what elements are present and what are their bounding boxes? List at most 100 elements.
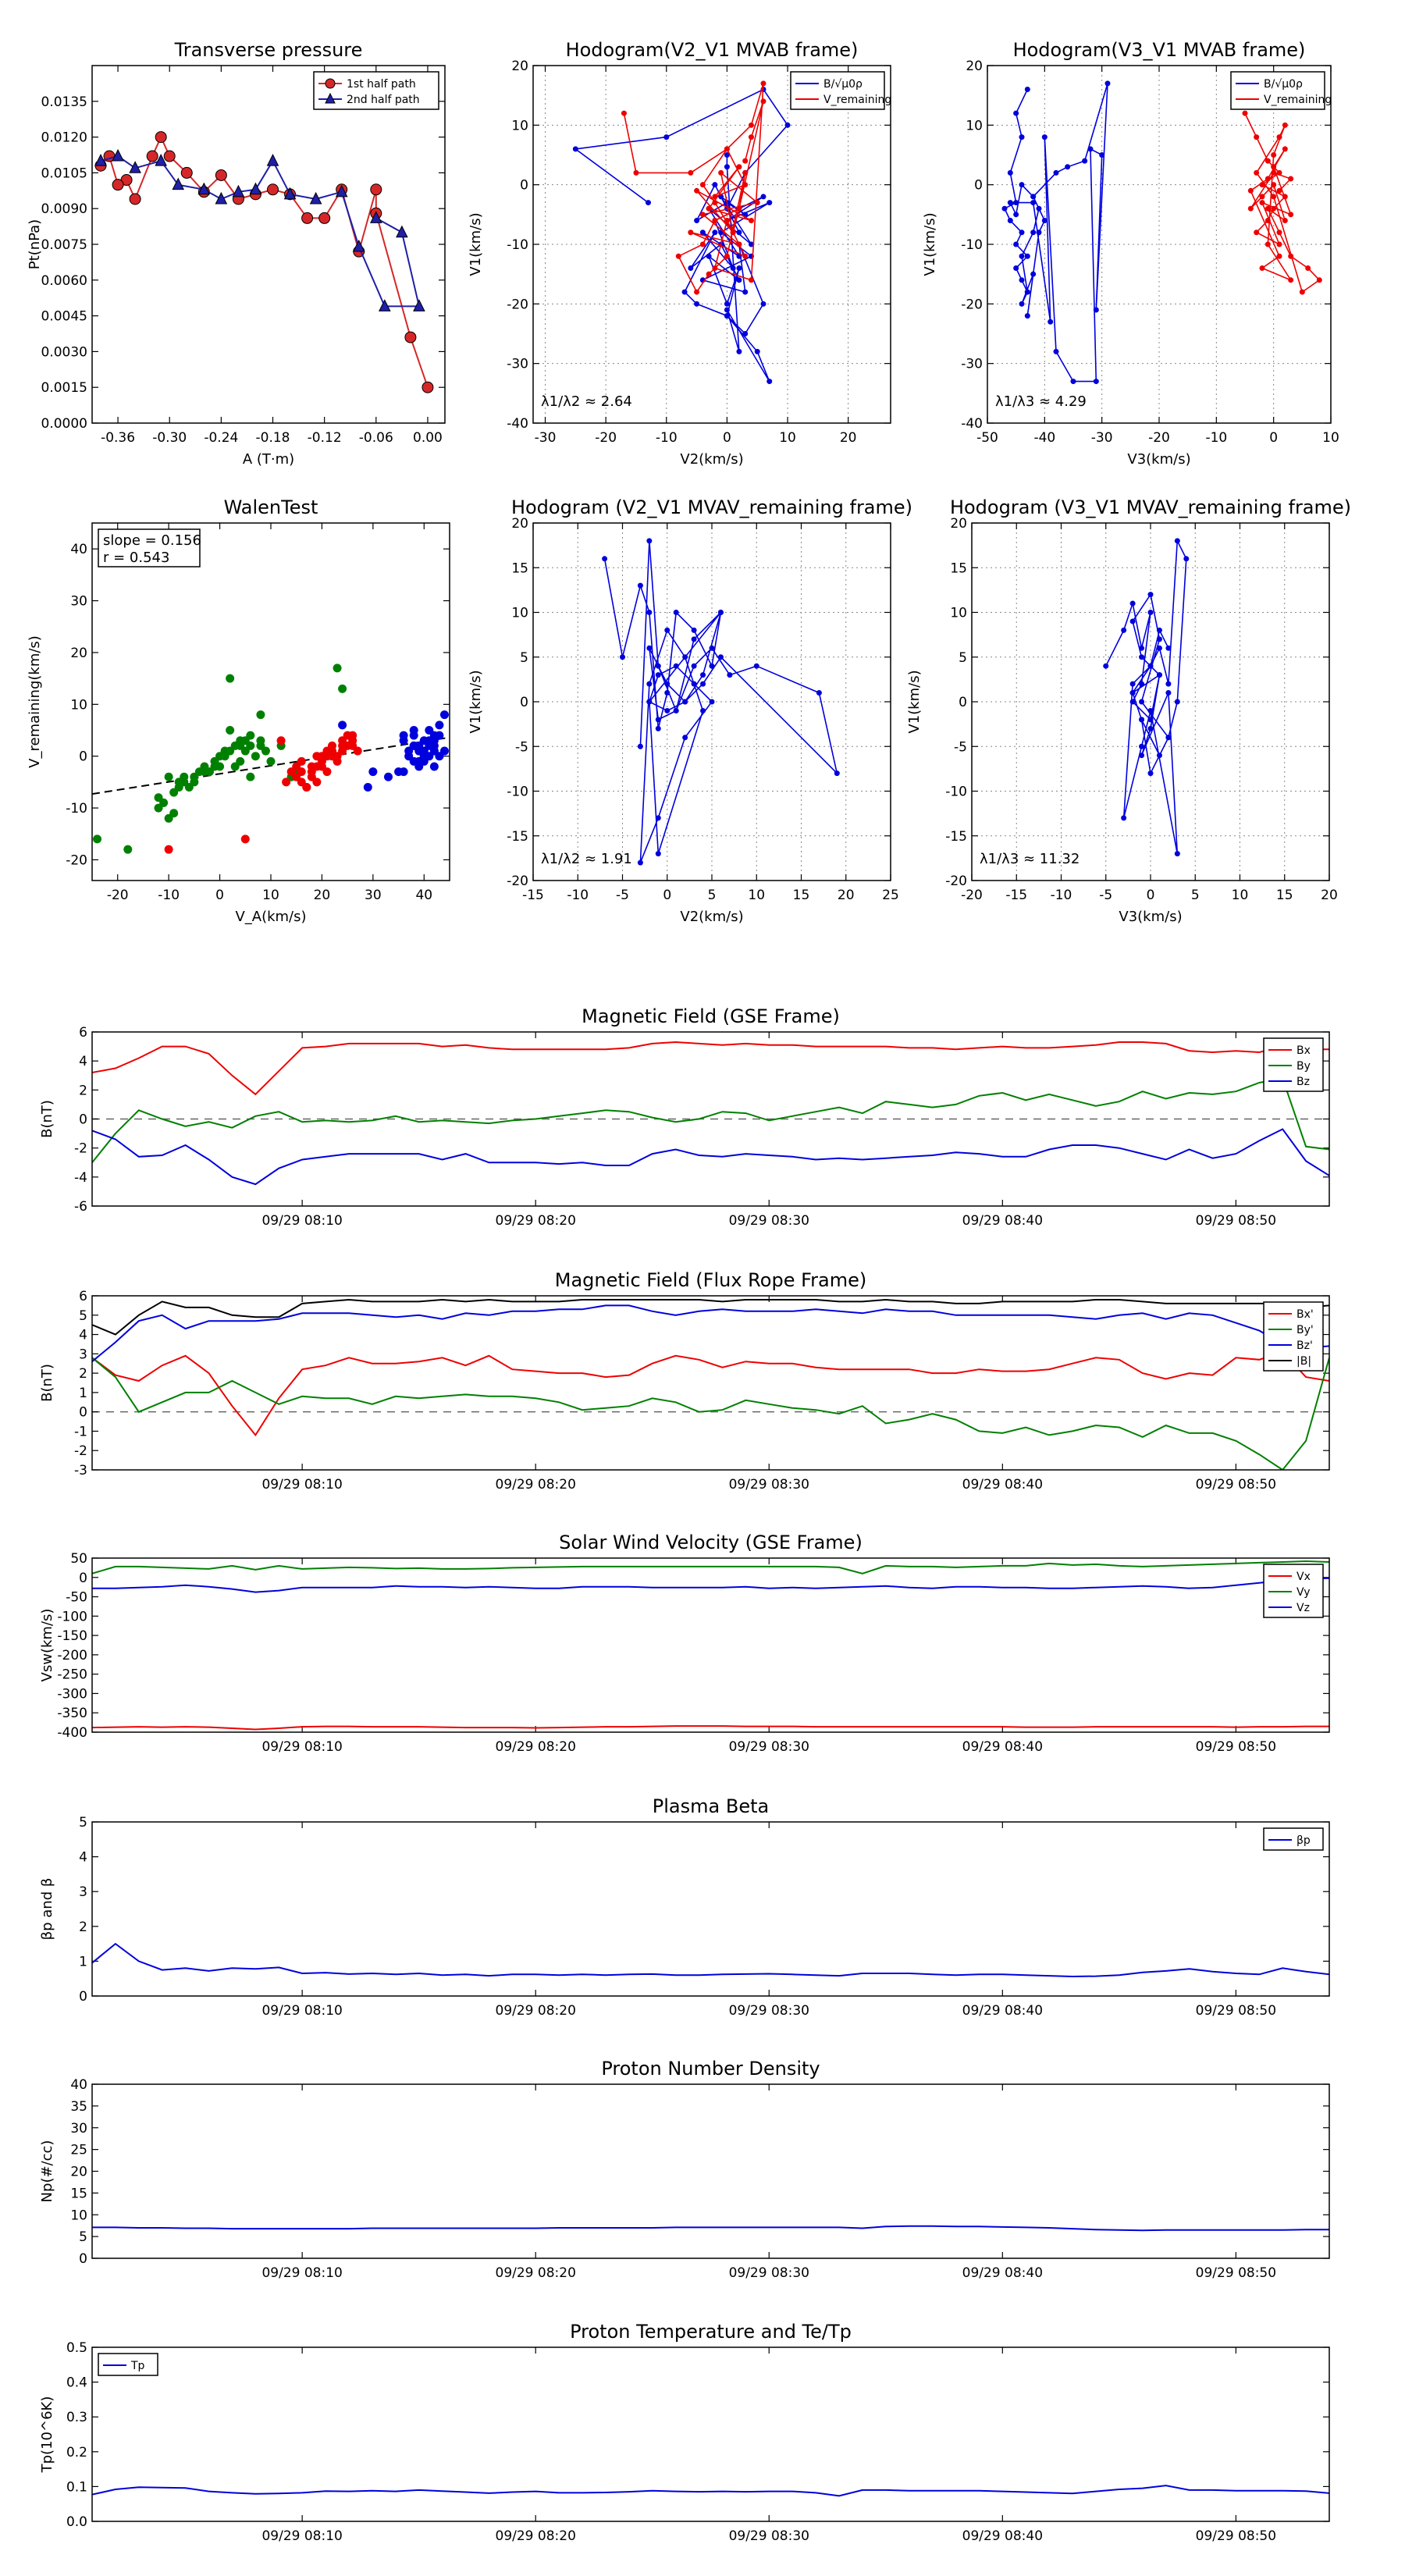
data-marker-triangle — [352, 239, 365, 252]
data-point — [1121, 627, 1127, 633]
y-tick-label: 0.1 — [66, 2479, 87, 2495]
series-line-Bz — [92, 1304, 1329, 1362]
data-point — [736, 164, 742, 170]
data-point — [1271, 205, 1277, 212]
data-point — [748, 134, 754, 141]
y-axis-label: B(nT) — [39, 1100, 55, 1138]
scatter-point — [297, 756, 306, 766]
x-tick-label: 15 — [793, 888, 810, 903]
x-tick-label: 09/29 08:20 — [496, 2265, 576, 2281]
y-tick-label: 0 — [974, 178, 983, 194]
data-point — [1288, 253, 1294, 259]
data-point — [1165, 690, 1172, 696]
x-tick-label: 10 — [1232, 888, 1249, 903]
scatter-point — [164, 845, 173, 854]
y-tick-label: 0 — [79, 1571, 87, 1586]
y-tick-label: 0 — [79, 1405, 87, 1421]
series-line-p — [92, 1942, 1329, 1978]
legend-label: Tp — [130, 2360, 145, 2372]
scatter-point — [409, 741, 418, 750]
y-tick-label: -20 — [507, 873, 528, 889]
scatter-point — [246, 772, 255, 781]
y-tick-label: 1 — [79, 1954, 87, 1969]
data-point — [717, 610, 724, 615]
x-tick-label: -0.24 — [204, 430, 238, 446]
data-point — [655, 815, 661, 821]
data-point — [834, 770, 840, 777]
data-marker-triangle — [379, 299, 391, 311]
data-point — [1013, 212, 1019, 218]
data-point — [1282, 146, 1288, 152]
data-point — [633, 169, 639, 176]
scatter-point — [220, 746, 229, 756]
data-point — [767, 200, 773, 206]
data-point — [1147, 707, 1154, 713]
x-tick-label: -20 — [595, 430, 617, 446]
y-tick-label: 10 — [950, 606, 967, 621]
scatter-point — [164, 772, 173, 781]
x-tick-label: -5 — [616, 888, 629, 903]
y-tick-label: 5 — [79, 2229, 87, 2245]
data-point — [1271, 169, 1277, 176]
x-tick-label: 09/29 08:30 — [729, 2528, 809, 2544]
legend-label: Vz — [1297, 1602, 1310, 1614]
chart-bgse: Magnetic Field (GSE Frame) 09/29 08:10 09/… — [39, 1005, 1330, 1229]
y-tick-label: 2 — [79, 1083, 87, 1098]
series-line-Vremaining — [623, 83, 764, 294]
chart-title: Magnetic Field (Flux Rope Frame) — [555, 1269, 866, 1291]
data-point — [1271, 194, 1277, 200]
data-point — [655, 851, 661, 857]
data-point — [742, 253, 749, 259]
scatter-point — [363, 783, 372, 792]
data-point — [816, 690, 822, 696]
data-point — [1048, 318, 1054, 325]
scatter-point — [266, 756, 276, 766]
plot-area — [92, 1942, 1329, 1978]
fit-line — [92, 736, 450, 795]
data-point — [742, 331, 749, 336]
y-tick-label: -15 — [507, 829, 528, 845]
data-point — [620, 654, 625, 660]
data-point — [1019, 134, 1025, 141]
data-point — [727, 672, 733, 678]
scatter-point — [226, 726, 235, 735]
data-point — [706, 205, 712, 212]
data-point — [1259, 194, 1265, 200]
y-tick-label: 0 — [79, 1989, 87, 2005]
data-point — [673, 663, 679, 669]
data-point — [1305, 265, 1311, 272]
data-point — [1070, 379, 1076, 385]
y-tick-label: 50 — [70, 1551, 87, 1567]
y-tick-label: 0 — [79, 749, 87, 765]
data-point — [1276, 241, 1282, 247]
data-point — [637, 859, 643, 866]
data-point — [1036, 205, 1042, 212]
scatter-point — [383, 772, 393, 781]
y-tick-label: 0.4 — [66, 2375, 87, 2391]
data-point — [709, 699, 715, 705]
scatter-point — [240, 834, 250, 844]
data-point — [1007, 200, 1013, 206]
data-point — [1139, 681, 1145, 687]
scatter-point — [210, 762, 219, 771]
y-tick-label: 0.3 — [66, 2410, 87, 2425]
data-point — [1316, 277, 1322, 283]
data-point — [681, 289, 688, 295]
data-point — [691, 663, 697, 669]
x-tick-label: -0.30 — [152, 430, 187, 446]
scatter-point — [123, 845, 133, 854]
data-point — [1264, 241, 1271, 247]
legend-marker — [325, 78, 336, 89]
y-tick-label: 20 — [70, 2165, 87, 2180]
x-tick-label: -10 — [1051, 888, 1072, 903]
series-line-B — [92, 1298, 1329, 1336]
data-marker-circle — [215, 169, 227, 181]
chart-title: Transverse pressure — [174, 39, 363, 61]
data-point — [1024, 289, 1030, 295]
data-marker-circle — [404, 331, 417, 343]
data-point — [1139, 753, 1145, 759]
data-point — [1147, 592, 1154, 598]
x-tick-label: 09/29 08:40 — [962, 2265, 1043, 2281]
y-tick-label: 5 — [79, 1308, 87, 1324]
series-line-Vx — [92, 1725, 1329, 1731]
